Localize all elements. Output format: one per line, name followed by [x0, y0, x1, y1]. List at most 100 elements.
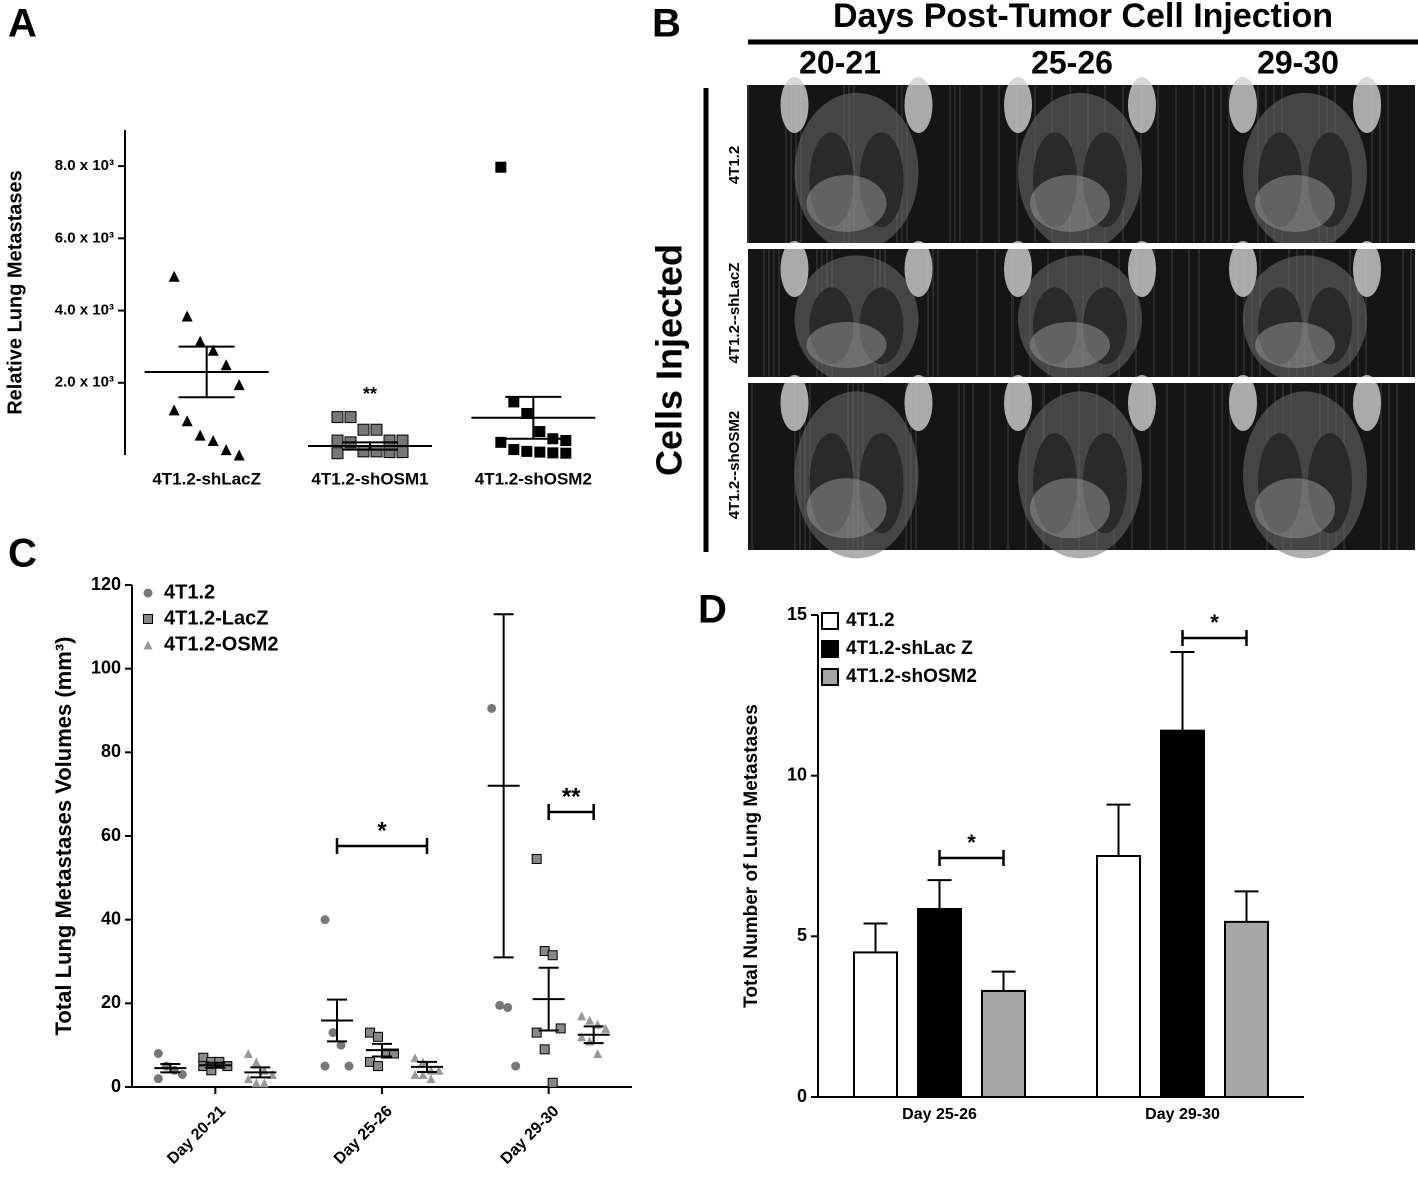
mri-shoulder [780, 241, 809, 297]
column-label: 25-26 [1031, 44, 1113, 80]
point [251, 1078, 261, 1088]
point [521, 407, 533, 419]
significance-label: ** [562, 783, 581, 810]
point [508, 396, 520, 408]
point [181, 415, 193, 427]
point [153, 1074, 163, 1084]
legend-label: 4T1.2-shLac Z [846, 638, 973, 659]
point [487, 703, 497, 713]
bar [853, 951, 898, 1099]
point [577, 1032, 587, 1042]
point [181, 310, 193, 322]
point [373, 1031, 383, 1042]
y-tick-label: 8.0 x 10³ [55, 157, 114, 174]
y-tick-label: 80 [101, 741, 121, 761]
point [320, 1061, 330, 1071]
error-bar [327, 998, 347, 1043]
legend-label: 4T1.2 [846, 610, 895, 631]
point [511, 1061, 521, 1071]
error-bar [342, 441, 398, 451]
point [251, 1057, 261, 1067]
mri-shoulder [780, 77, 809, 133]
legend-swatch [821, 612, 839, 630]
point [418, 1069, 428, 1079]
point [601, 1023, 611, 1033]
error-bar [493, 613, 514, 959]
column-label: 20-21 [799, 44, 881, 80]
point [495, 161, 507, 173]
panel-b-title: Days Post-Tumor Cell Injection [833, 0, 1333, 35]
y-tick-label: 10 [787, 764, 807, 784]
row-label: 4T1.2--shLacZ [726, 263, 743, 364]
mri-shoulder [1353, 241, 1381, 297]
mri-shoulder [1004, 241, 1032, 297]
point [243, 1074, 253, 1084]
mri-tissue [806, 321, 887, 369]
point [168, 270, 180, 282]
point [373, 1061, 383, 1072]
error-bar [583, 1025, 604, 1045]
y-tick-label: 100 [91, 657, 121, 677]
point [383, 434, 396, 447]
mri-shoulder [1128, 77, 1156, 133]
legend-label: 4T1.2-shOSM2 [846, 666, 977, 687]
row-label: 4T1.2--shOSM2 [726, 411, 743, 519]
bar [1224, 920, 1269, 1099]
bar [917, 908, 962, 1099]
point [233, 449, 245, 461]
point [577, 1011, 587, 1021]
point [336, 1040, 346, 1050]
mri-divider [748, 377, 1418, 383]
x-tick-label: Day 25-26 [331, 1103, 396, 1168]
error-bar [250, 1066, 271, 1079]
mri-shoulder [1229, 77, 1257, 133]
mri-shoulder [1229, 241, 1257, 297]
point [344, 1061, 354, 1071]
mri-shoulder [904, 241, 933, 297]
point [531, 854, 542, 865]
point [143, 614, 153, 624]
point [194, 335, 206, 347]
point [593, 1049, 603, 1059]
y-tick-label: 0 [797, 1086, 807, 1106]
point [143, 640, 153, 650]
error-bar [863, 922, 888, 953]
legend-label: 4T1.2-OSM2 [164, 633, 278, 655]
point [207, 344, 219, 356]
point [585, 1015, 595, 1025]
point [220, 444, 232, 456]
significance-label: * [1210, 610, 1219, 635]
point [383, 446, 396, 459]
point [331, 411, 344, 424]
x-tick-label: Day 29-30 [498, 1103, 563, 1168]
y-tick-label: 40 [101, 908, 121, 928]
mri-shoulder [1353, 375, 1381, 431]
panel-label: D [698, 588, 727, 632]
x-tick-label: Day 25-26 [902, 1106, 977, 1123]
panel-label: B [652, 2, 681, 46]
error-bar [205, 1061, 226, 1069]
error-bar [991, 970, 1016, 991]
mri-tissue [1255, 175, 1335, 232]
point [560, 435, 572, 447]
error-bar [1170, 650, 1195, 731]
point [426, 1074, 436, 1084]
significance-bracket [335, 838, 429, 854]
point [370, 445, 383, 458]
mri-tissue [1030, 321, 1110, 369]
point [521, 445, 533, 457]
point [560, 447, 572, 459]
significance-bracket [938, 850, 1005, 866]
mri-shoulder [1353, 77, 1381, 133]
column-label: 29-30 [1257, 44, 1339, 80]
significance-bracket [1181, 630, 1248, 646]
x-tick-label: 4T1.2-shLacZ [152, 469, 261, 488]
point [344, 411, 357, 424]
panel-label: A [8, 2, 37, 46]
y-tick-label: 2.0 x 10³ [55, 374, 114, 391]
y-tick-label: 4.0 x 10³ [55, 302, 114, 319]
bar [981, 989, 1026, 1099]
mri-tissue [806, 175, 887, 232]
point [547, 950, 558, 961]
y-tick-label: 20 [101, 992, 121, 1012]
